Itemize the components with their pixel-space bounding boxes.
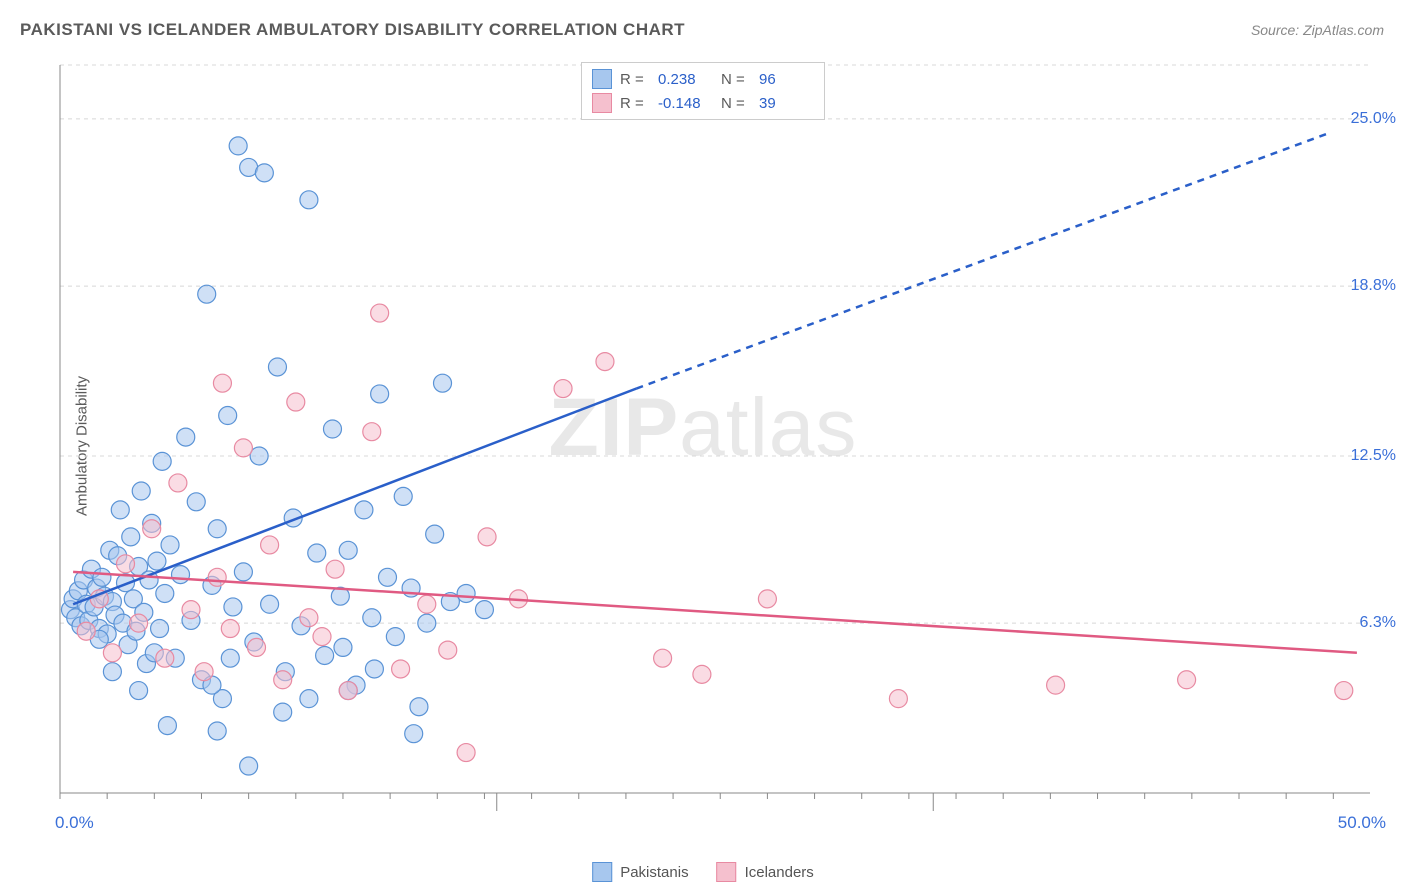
- y-tick-label: 6.3%: [1360, 614, 1396, 632]
- legend-label-2: Icelanders: [745, 864, 814, 881]
- r-value-1: 0.238: [658, 71, 713, 88]
- legend-stats-row-2: R = -0.148 N = 39: [592, 91, 814, 115]
- legend-swatch-icelanders: [592, 93, 612, 113]
- legend-swatch-pakistanis: [592, 69, 612, 89]
- y-tick-label: 12.5%: [1351, 447, 1396, 465]
- y-tick-label: 18.8%: [1351, 277, 1396, 295]
- legend-swatch-bottom-2: [717, 862, 737, 882]
- legend-label-1: Pakistanis: [620, 864, 688, 881]
- legend-item-icelanders: Icelanders: [717, 862, 814, 882]
- x-max-label: 50.0%: [1338, 813, 1386, 833]
- plot-area: [55, 60, 1375, 828]
- legend-item-pakistanis: Pakistanis: [592, 862, 688, 882]
- n-value-1: 96: [759, 71, 814, 88]
- y-tick-label: 25.0%: [1351, 110, 1396, 128]
- scatter-svg: [55, 60, 1375, 828]
- r-label: R =: [620, 71, 650, 88]
- legend-series: Pakistanis Icelanders: [592, 862, 814, 882]
- n-label: N =: [721, 71, 751, 88]
- chart-title: PAKISTANI VS ICELANDER AMBULATORY DISABI…: [20, 20, 685, 40]
- chart-container: PAKISTANI VS ICELANDER AMBULATORY DISABI…: [0, 0, 1406, 892]
- x-origin-label: 0.0%: [55, 813, 94, 833]
- legend-stats-row-1: R = 0.238 N = 96: [592, 67, 814, 91]
- source-attribution: Source: ZipAtlas.com: [1251, 22, 1384, 38]
- n-value-2: 39: [759, 95, 814, 112]
- legend-swatch-bottom-1: [592, 862, 612, 882]
- n-label-2: N =: [721, 95, 751, 112]
- r-value-2: -0.148: [658, 95, 713, 112]
- r-label-2: R =: [620, 95, 650, 112]
- legend-stats: R = 0.238 N = 96 R = -0.148 N = 39: [581, 62, 825, 120]
